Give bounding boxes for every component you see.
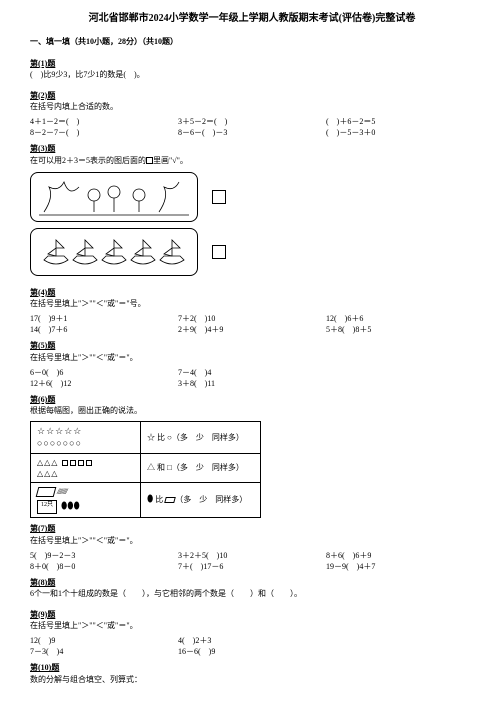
q6-c2-right: △ 和 □（多 少 同样多）: [141, 453, 261, 482]
q9-r2a: 7－3( )4: [30, 646, 178, 657]
q4-row2: 14( )7＋6 2＋9( )4＋9 5＋8( )8＋5: [30, 324, 474, 335]
q5-body: 在括号里填上"＞""＜"或"＝"。: [30, 352, 474, 363]
table-row: //////// 12只 ⬮⬮⬮ ⬮ 比 （多 少 同样多）: [31, 483, 261, 518]
q7-row2: 8＋0( )8－0 7＋( )17－6 19－9( )4＋7: [30, 561, 474, 572]
q6-c3-right: ⬮ 比 （多 少 同样多）: [141, 483, 261, 518]
q7-r2c: 19－9( )4＋7: [326, 561, 474, 572]
page-title: 河北省邯郸市2024小学数学一年级上学期人教版期末考试(评估卷)完整试卷: [30, 12, 474, 26]
q2-r2a: 8－2－7－( ): [30, 127, 178, 138]
q3-body: 在可以用2＋3＝5表示的图后面的里画"√"。: [30, 155, 474, 166]
q6-table: ☆☆☆☆☆ ○○○○○○○ ☆ 比 ○（多 少 同样多） △△△ △△△ △ 和…: [30, 421, 261, 519]
q7-label: 第(7)题: [30, 523, 55, 534]
q6-c2-left: △△△ △△△: [31, 453, 141, 482]
table-row: ☆☆☆☆☆ ○○○○○○○ ☆ 比 ○（多 少 同样多）: [31, 421, 261, 453]
q3-pre: 在可以用2＋3＝5表示的图后面的: [30, 156, 146, 165]
q2-body: 在括号内填上合适的数。: [30, 101, 474, 112]
q3-check1: [212, 190, 226, 204]
cup-icon: ⬮: [147, 494, 153, 505]
q2-r1b: 3＋5－2＝( ): [178, 116, 326, 127]
q2-r1c: ( )＋6－2＝5: [326, 116, 474, 127]
q2-r2b: 8－6－( )－3: [178, 127, 326, 138]
q7-row1: 5( )9－2－3 3＋2＋5( )10 8＋6( )6＋9: [30, 550, 474, 561]
q5-label: 第(5)题: [30, 340, 55, 351]
q8-label: 第(8)题: [30, 577, 55, 588]
q9-label: 第(9)题: [30, 609, 55, 620]
q3-figure-row2: [30, 228, 474, 276]
q4-r1b: 7＋2( )10: [178, 313, 326, 324]
q5-r1b: 7－4( )4: [178, 367, 326, 378]
q1-label: 第(1)题: [30, 58, 55, 69]
q3-label: 第(3)题: [30, 143, 55, 154]
q10-label: 第(10)题: [30, 662, 59, 673]
q4-r1a: 17( )9＋1: [30, 313, 178, 324]
q3-img2: [30, 228, 198, 276]
q9-r1b: 4( )2＋3: [178, 635, 326, 646]
q9-body: 在括号里填上"＞""＜"或"＝"。: [30, 620, 474, 631]
q7-r1b: 3＋2＋5( )10: [178, 550, 326, 561]
q2-row1: 4＋1－2＝( ) 3＋5－2＝( ) ( )＋6－2＝5: [30, 116, 474, 127]
q5-r2a: 12＋6( )12: [30, 378, 178, 389]
q6-body: 根据每幅图，圈出正确的说法。: [30, 405, 474, 416]
q9-row1: 12( )9 4( )2＋3: [30, 635, 474, 646]
q1-body: ( )比9少3，比7少1的数是( )。: [30, 69, 474, 80]
triangles2: △△△: [37, 468, 134, 479]
q4-r2b: 2＋9( )4＋9: [178, 324, 326, 335]
q3-check2: [212, 245, 226, 259]
q7-r1a: 5( )9－2－3: [30, 550, 178, 561]
q4-row1: 17( )9＋1 7＋2( )10 12( )6＋6: [30, 313, 474, 324]
q5-r1a: 6－0( )6: [30, 367, 178, 378]
q10-body: 数的分解与组合填空、列算式：: [30, 674, 474, 685]
q5-r2b: 3＋8( )11: [178, 378, 326, 389]
q8-body: 6个一和1个十组成的数是（ ），与它相邻的两个数是（ ）和（ ）。: [30, 588, 474, 599]
books-cups: 12只 ⬮⬮⬮: [37, 500, 134, 514]
erasers: ////////: [37, 486, 134, 497]
triangles: △△△: [37, 457, 134, 468]
q3-figure-row1: [30, 172, 474, 222]
q4-label: 第(4)题: [30, 287, 55, 298]
table-row: △△△ △△△ △ 和 □（多 少 同样多）: [31, 453, 261, 482]
cups: ⬮⬮⬮: [61, 501, 80, 512]
q6-r3-txt: （多 少 同样多）: [175, 495, 247, 504]
boats-icon: [39, 233, 189, 271]
q9-r2b: 16－6( )9: [178, 646, 326, 657]
q4-r1c: 12( )6＋6: [326, 313, 474, 324]
q7-r2a: 8＋0( )8－0: [30, 561, 178, 572]
q7-r2b: 7＋( )17－6: [178, 561, 326, 572]
q3-box-inline: [146, 157, 153, 164]
section-1-head: 一、填一填（共10小题，28分）（共10题）: [30, 36, 474, 47]
q5-row2: 12＋6( )12 3＋8( )11: [30, 378, 474, 389]
q7-body: 在括号里填上"＞""＜"或"＝"。: [30, 535, 474, 546]
q9-r1a: 12( )9: [30, 635, 178, 646]
circles: ○○○○○○○: [37, 437, 134, 450]
q6-c1-right: ☆ 比 ○（多 少 同样多）: [141, 421, 261, 453]
q2-label: 第(2)题: [30, 90, 55, 101]
q4-body: 在括号里填上"＞""＜"或"＝"号。: [30, 298, 474, 309]
q2-r1a: 4＋1－2＝( ): [30, 116, 178, 127]
stars: ☆☆☆☆☆: [37, 425, 134, 438]
q5-row1: 6－0( )6 7－4( )4: [30, 367, 474, 378]
q6-label: 第(6)题: [30, 394, 55, 405]
q7-r1c: 8＋6( )6＋9: [326, 550, 474, 561]
book-icon: 12只: [37, 500, 57, 514]
q9-row2: 7－3( )4 16－6( )9: [30, 646, 474, 657]
q2-row2: 8－2－7－( ) 8－6－( )－3 ( )－5－3＋0: [30, 127, 474, 138]
q2-r2c: ( )－5－3＋0: [326, 127, 474, 138]
q3-img1: [30, 172, 198, 222]
q4-r2a: 14( )7＋6: [30, 324, 178, 335]
q6-c3-left: //////// 12只 ⬮⬮⬮: [31, 483, 141, 518]
q3-suf: 里画"√"。: [153, 156, 188, 165]
flowers-icon: [39, 177, 189, 217]
q4-r2c: 5＋8( )8＋5: [326, 324, 474, 335]
q6-c1-left: ☆☆☆☆☆ ○○○○○○○: [31, 421, 141, 453]
